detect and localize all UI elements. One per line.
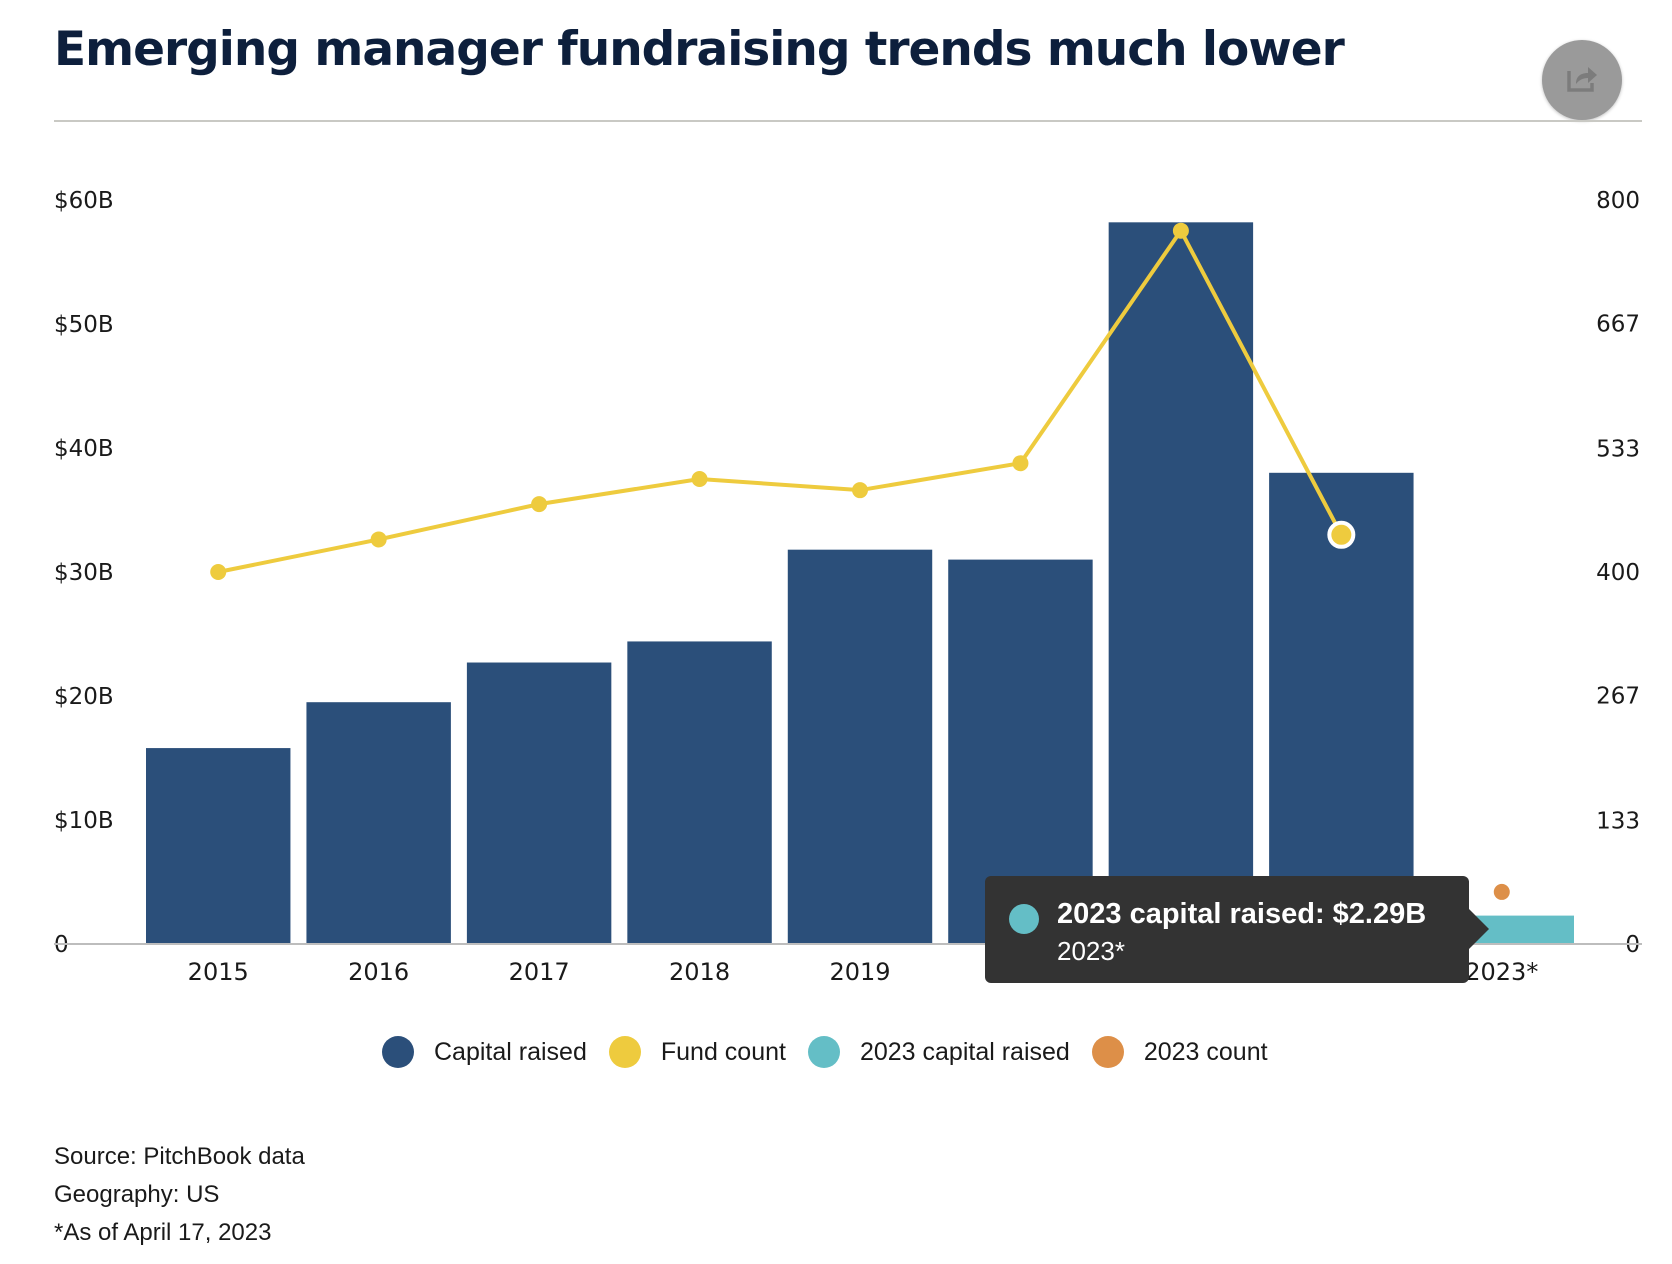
x-tick-label: 2023*	[1465, 958, 1538, 986]
fund-count-point-2022[interactable]	[1327, 520, 1356, 549]
y-left-tick-label: $50B	[54, 312, 114, 338]
legend-label: 2023 count	[1143, 1037, 1268, 1066]
geography-note: Geography: US	[54, 1181, 220, 1208]
tooltip-subtitle: 2023*	[1057, 936, 1125, 966]
legend-item-2023-capital-raised[interactable]: 2023 capital raised	[807, 1036, 1070, 1068]
legend-swatch	[807, 1036, 840, 1068]
tooltip: 2023 capital raised: $2.29B 2023*	[985, 876, 1489, 983]
y-right-tick-label: 267	[1596, 684, 1640, 710]
x-tick-label: 2019	[829, 958, 890, 986]
bar-capital-raised-2016[interactable]	[306, 702, 451, 944]
y-right-tick-label: 133	[1596, 808, 1640, 834]
fund-count-point-2015[interactable]	[210, 564, 227, 580]
share-button[interactable]	[1542, 40, 1622, 120]
legend-swatch	[382, 1036, 414, 1068]
fund-count-line-path	[217, 226, 1344, 574]
y-right-tick-label: 533	[1596, 436, 1640, 462]
bars	[146, 222, 1574, 944]
bar-capital-raised-2022[interactable]	[1269, 472, 1414, 944]
y-right-tick-label: 400	[1596, 560, 1640, 586]
y-left-tick-label: $60B	[54, 188, 114, 214]
footnotes: Source: PitchBook data Geography: US *As…	[54, 1138, 305, 1252]
bar-capital-raised-2015[interactable]	[146, 748, 291, 944]
legend-label: Fund count	[660, 1037, 786, 1066]
legend-item-capital-raised[interactable]: Capital raised	[382, 1036, 587, 1068]
tooltip-swatch	[1009, 904, 1039, 934]
y-left-tick-label: $10B	[54, 808, 114, 834]
source-note: Source: PitchBook data	[54, 1143, 305, 1170]
x-tick-label: 2016	[348, 958, 409, 986]
y-left-tick-label: $40B	[54, 436, 114, 462]
bar-capital-raised-2018[interactable]	[627, 641, 772, 944]
bar-capital-raised-2017[interactable]	[466, 662, 612, 944]
as-of-note: *As of April 17, 2023	[54, 1219, 272, 1246]
legend-item-2023-count[interactable]: 2023 count	[1091, 1036, 1268, 1068]
fund-count-point-2016[interactable]	[370, 531, 387, 548]
legend-label: Capital raised	[434, 1037, 587, 1066]
fund-count-point-2018[interactable]	[691, 471, 708, 487]
y-left-tick-label: $30B	[54, 560, 114, 586]
legend-swatch	[608, 1036, 641, 1068]
title-divider	[54, 120, 1642, 122]
legend: Capital raised Fund count 2023 capital r…	[382, 1036, 1290, 1068]
fund-count-line	[210, 222, 1510, 900]
y-right-tick-label: 667	[1596, 312, 1640, 338]
tooltip-title: 2023 capital raised: $2.29B	[1057, 898, 1427, 930]
x-axis: 2015 2016 2017 2018 2019 2023*	[188, 958, 1539, 986]
fund-count-point-2021[interactable]	[1172, 222, 1189, 239]
legend-swatch	[1091, 1036, 1124, 1068]
y-axis-left: 0$10B$20B$30B$40B$50B$60B	[54, 188, 114, 958]
x-tick-label: 2018	[669, 958, 730, 986]
chart-title: Emerging manager fundraising trends much…	[54, 22, 1345, 77]
y-right-tick-label: 800	[1596, 188, 1640, 214]
x-tick-label: 2015	[188, 958, 249, 986]
legend-label: 2023 capital raised	[859, 1037, 1070, 1066]
fund-count-point-2017[interactable]	[531, 496, 548, 513]
bar-capital-raised-2019[interactable]	[787, 549, 933, 944]
fund-count-point-2019[interactable]	[852, 482, 868, 499]
y-axis-right: 0133267400533667800	[1596, 188, 1640, 958]
chart-area: 0$10B$20B$30B$40B$50B$60B 01332674005336…	[54, 188, 1642, 986]
fund-count-point-2020[interactable]	[1012, 455, 1029, 472]
count-2023-point[interactable]	[1493, 883, 1510, 900]
y-left-tick-label: $20B	[54, 684, 114, 710]
legend-item-fund-count[interactable]: Fund count	[608, 1036, 786, 1068]
x-tick-label: 2017	[509, 958, 570, 986]
bar-capital-raised-2021[interactable]	[1108, 222, 1254, 944]
share-icon	[1565, 63, 1599, 98]
